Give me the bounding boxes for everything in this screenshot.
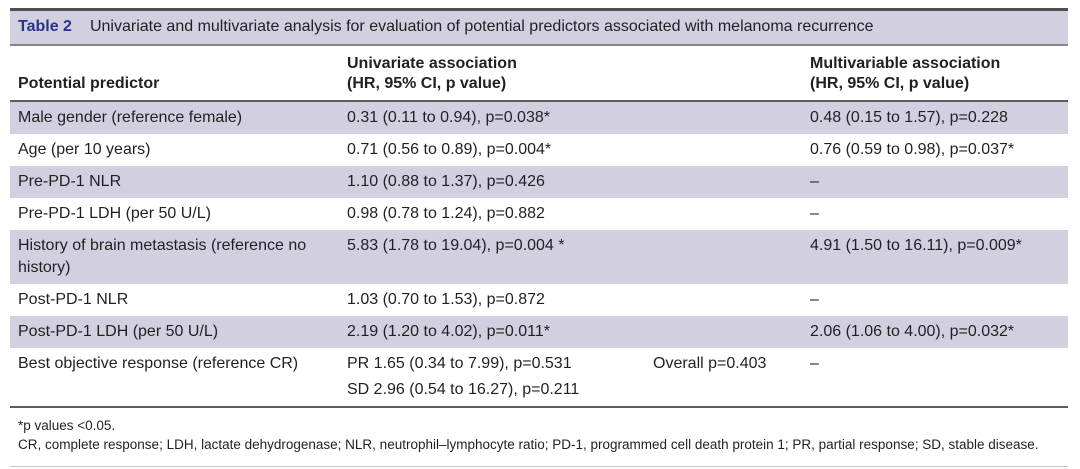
cell-univariate-line1: PR 1.65 (0.34 to 7.99), p=0.531 [347, 355, 572, 372]
cell-multivariable: – [810, 291, 819, 308]
cell-univariate: 0.31 (0.11 to 0.94), p=0.038* [347, 102, 653, 134]
table-row: Post-PD-1 NLR 1.03 (0.70 to 1.53), p=0.8… [10, 284, 1068, 316]
cell-overall-p [653, 284, 810, 316]
cell-overall-p [653, 134, 810, 166]
table-title-bar: Table 2 Univariate and multivariate analy… [10, 11, 1068, 46]
table-header-row: Potential predictor Univariate associati… [10, 46, 1068, 100]
cell-univariate: PR 1.65 (0.34 to 7.99), p=0.531 SD 2.96 … [347, 348, 653, 406]
table-number-label: Table 2 [18, 18, 72, 35]
cell-multivariable: 0.76 (0.59 to 0.98), p=0.037* [810, 141, 1015, 158]
cell-univariate-line2: SD 2.96 (0.54 to 16.27), p=0.211 [347, 381, 580, 398]
cell-univariate: 1.03 (0.70 to 1.53), p=0.872 [347, 284, 653, 316]
footnote-significance: *p values <0.05. [18, 418, 116, 433]
cell-univariate: 2.19 (1.20 to 4.02), p=0.011* [347, 316, 653, 348]
column-header-univariate: Univariate association (HR, 95% CI, p va… [347, 54, 653, 94]
table-body: Male gender (reference female) 0.31 (0.1… [10, 102, 1068, 406]
table-row: Post-PD-1 LDH (per 50 U/L) 2.19 (1.20 to… [10, 316, 1068, 348]
header-body-divider [10, 100, 1068, 102]
footnote-abbreviations: CR, complete response; LDH, lactate dehy… [18, 437, 1039, 452]
cell-predictor: Best objective response (reference CR) [18, 355, 299, 372]
cell-overall-p: Overall p=0.403 [653, 355, 767, 372]
cell-overall-p [653, 166, 810, 198]
cell-predictor: Post-PD-1 LDH (per 50 U/L) [18, 323, 219, 340]
table-row: Age (per 10 years) 0.71 (0.56 to 0.89), … [10, 134, 1068, 166]
column-header-predictor-label: Potential predictor [18, 75, 160, 92]
cell-univariate-line1: 0.71 (0.56 to 0.89), p=0.004* [347, 141, 552, 158]
table-row: Pre-PD-1 NLR 1.10 (0.88 to 1.37), p=0.42… [10, 166, 1068, 198]
cell-overall-p [653, 198, 810, 230]
column-header-overall-spacer [653, 54, 810, 94]
cell-predictor: History of brain metastasis (reference n… [18, 237, 307, 276]
column-header-multivariable-line1: Multivariable association [810, 55, 1001, 72]
column-header-multivariable: Multivariable association (HR, 95% CI, p… [810, 54, 1068, 94]
cell-predictor: Pre-PD-1 LDH (per 50 U/L) [18, 205, 211, 222]
cell-predictor: Post-PD-1 NLR [18, 291, 129, 308]
cell-multivariable: – [810, 355, 819, 372]
cell-univariate: 1.10 (0.88 to 1.37), p=0.426 [347, 166, 653, 198]
cell-overall-p [653, 230, 810, 284]
paper-table: Table 2 Univariate and multivariate analy… [10, 8, 1068, 467]
column-header-predictor: Potential predictor [10, 54, 347, 94]
table-title: Univariate and multivariate analysis for… [89, 18, 874, 35]
cell-multivariable: 4.91 (1.50 to 16.11), p=0.009* [810, 237, 1022, 254]
table-row: History of brain metastasis (reference n… [10, 230, 1068, 284]
cell-multivariable: – [810, 173, 819, 190]
cell-univariate-line1: 1.03 (0.70 to 1.53), p=0.872 [347, 291, 545, 308]
column-header-univariate-line2: (HR, 95% CI, p value) [347, 75, 507, 92]
body-footnote-divider [10, 406, 1068, 408]
cell-univariate-line1: 2.19 (1.20 to 4.02), p=0.011* [347, 323, 550, 340]
cell-predictor: Male gender (reference female) [18, 109, 243, 126]
column-header-multivariable-line2: (HR, 95% CI, p value) [810, 75, 970, 92]
cell-overall-p [653, 316, 810, 348]
cell-univariate-line1: 5.83 (1.78 to 19.04), p=0.004 * [347, 237, 565, 254]
table-bottom-rule [10, 466, 1068, 467]
table-top-rule [10, 8, 1068, 11]
cell-univariate: 0.71 (0.56 to 0.89), p=0.004* [347, 134, 653, 166]
cell-multivariable: 2.06 (1.06 to 4.00), p=0.032* [810, 323, 1015, 340]
table-row: Male gender (reference female) 0.31 (0.1… [10, 102, 1068, 134]
table-row: Pre-PD-1 LDH (per 50 U/L) 0.98 (0.78 to … [10, 198, 1068, 230]
cell-univariate-line1: 0.98 (0.78 to 1.24), p=0.882 [347, 205, 545, 222]
cell-predictor: Pre-PD-1 NLR [18, 173, 122, 190]
cell-predictor: Age (per 10 years) [18, 141, 151, 158]
cell-univariate-line1: 0.31 (0.11 to 0.94), p=0.038* [347, 109, 550, 126]
table-row: Best objective response (reference CR) P… [10, 348, 1068, 406]
cell-univariate: 5.83 (1.78 to 19.04), p=0.004 * [347, 230, 653, 284]
cell-univariate-line1: 1.10 (0.88 to 1.37), p=0.426 [347, 173, 545, 190]
cell-univariate: 0.98 (0.78 to 1.24), p=0.882 [347, 198, 653, 230]
cell-multivariable: – [810, 205, 819, 222]
cell-overall-p [653, 102, 810, 134]
column-header-univariate-line1: Univariate association [347, 55, 517, 72]
table-footnotes: *p values <0.05. CR, complete response; … [10, 408, 1068, 464]
cell-multivariable: 0.48 (0.15 to 1.57), p=0.228 [810, 109, 1008, 126]
